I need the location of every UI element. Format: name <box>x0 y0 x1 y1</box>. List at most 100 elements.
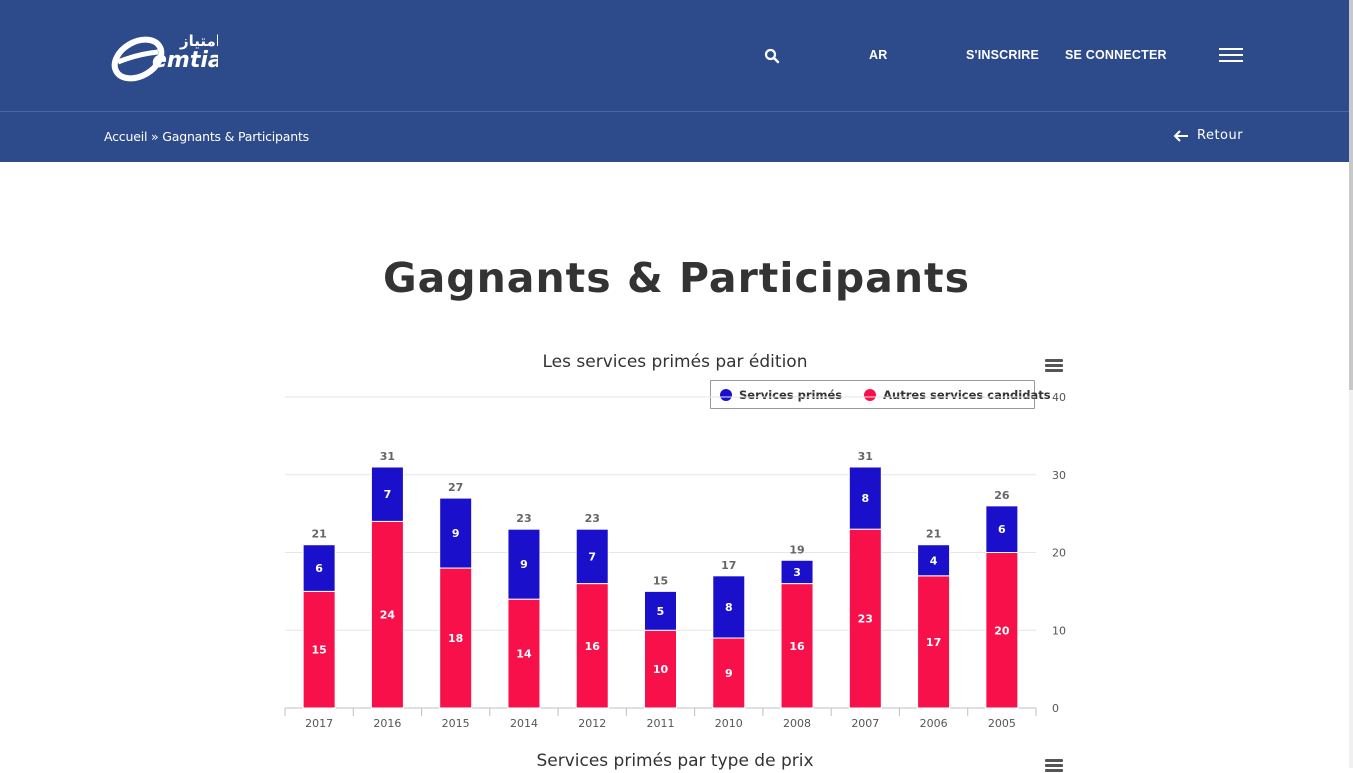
data-label-autres: 9 <box>725 667 733 680</box>
data-label-primes: 6 <box>315 562 323 575</box>
data-label-autres: 20 <box>994 624 1010 637</box>
bar-services-primes <box>780 559 814 585</box>
data-label-primes: 7 <box>588 550 596 563</box>
language-switch-link[interactable]: AR <box>869 48 888 62</box>
x-tick-label: 2006 <box>920 717 948 730</box>
bar-autres-services <box>917 575 951 709</box>
bar-services-primes <box>712 575 746 639</box>
data-label-autres: 14 <box>516 648 532 661</box>
y-tick-label: 10 <box>1052 624 1066 637</box>
data-label-total: 26 <box>994 489 1010 502</box>
back-button[interactable]: Retour <box>1173 128 1243 143</box>
bar-autres-services <box>985 552 1019 709</box>
legend-dot-icon <box>720 388 732 401</box>
x-tick-label: 2007 <box>851 717 879 730</box>
data-label-primes: 9 <box>452 527 460 540</box>
breadcrumb-home-link[interactable]: Accueil <box>104 129 148 144</box>
x-tick-label: 2016 <box>373 717 401 730</box>
bar-services-primes <box>644 590 677 631</box>
login-link[interactable]: SE CONNECTER <box>1065 48 1167 62</box>
data-label-primes: 6 <box>998 523 1006 536</box>
bar-services-primes <box>302 544 336 592</box>
data-label-primes: 9 <box>520 558 528 571</box>
hamburger-menu-icon[interactable] <box>1219 48 1245 65</box>
chart-context-menu-icon[interactable] <box>1045 359 1063 373</box>
data-label-total: 21 <box>926 528 941 541</box>
bar-services-primes <box>848 466 882 530</box>
y-tick-label: 20 <box>1052 547 1066 560</box>
x-tick-label: 2008 <box>783 717 811 730</box>
bar-autres-services <box>712 637 746 709</box>
emtiaz-logo[interactable]: emtiaz امتياز <box>108 24 236 84</box>
chart-legend: Services primés Autres services candidat… <box>710 380 1051 409</box>
data-label-primes: 8 <box>725 601 733 614</box>
bar-autres-services <box>780 583 814 709</box>
bar-autres-services <box>848 528 882 709</box>
x-tick-label: 2017 <box>305 717 333 730</box>
bar-autres-services <box>439 567 473 709</box>
chart-2-context-menu-icon[interactable] <box>1045 759 1063 773</box>
data-label-total: 31 <box>380 450 395 463</box>
data-label-primes: 3 <box>793 566 801 579</box>
data-label-total: 31 <box>858 450 873 463</box>
bar-services-primes <box>439 497 473 569</box>
data-label-autres: 10 <box>653 663 669 676</box>
data-label-primes: 5 <box>657 605 665 618</box>
data-label-autres: 16 <box>789 640 805 653</box>
legend-dot-icon <box>864 388 877 401</box>
bar-autres-services <box>644 629 677 709</box>
breadcrumb-bar <box>0 111 1353 162</box>
y-tick-label: 0 <box>1052 702 1059 715</box>
bar-services-primes <box>575 528 609 585</box>
x-tick-label: 2015 <box>442 717 470 730</box>
bar-autres-services <box>370 520 404 709</box>
chart-2-title: Services primés par type de prix <box>536 751 814 771</box>
data-label-total: 23 <box>516 512 531 525</box>
y-tick-label: 40 <box>1052 391 1066 404</box>
data-label-total: 15 <box>653 574 668 587</box>
top-navigation-bar: emtiaz امتياز AR S'INSCRIRE SE CONNECTER <box>0 0 1353 111</box>
arrow-left-icon <box>1173 129 1188 142</box>
x-tick-label: 2005 <box>988 717 1016 730</box>
bar-autres-services <box>507 598 541 709</box>
legend-label-services-primes: Services primés <box>739 387 843 402</box>
bar-services-primes <box>507 528 541 600</box>
bar-services-primes <box>917 544 951 577</box>
data-label-total: 17 <box>721 559 736 572</box>
logo-text: emtiaz <box>152 48 218 73</box>
x-tick-label: 2011 <box>647 717 675 730</box>
x-tick-label: 2014 <box>510 717 538 730</box>
x-tick-label: 2010 <box>715 717 743 730</box>
legend-label-autres-services: Autres services candidats <box>883 387 1051 402</box>
scrollbar-thumb[interactable] <box>1349 0 1353 390</box>
y-tick-label: 30 <box>1052 469 1066 482</box>
data-label-total: 27 <box>448 481 463 494</box>
chart-1-title: Les services primés par édition <box>542 352 808 372</box>
data-label-autres: 16 <box>585 640 601 653</box>
data-label-autres: 23 <box>858 613 873 626</box>
data-label-autres: 24 <box>380 609 396 622</box>
page-title: Gagnants & Participants <box>382 254 971 302</box>
legend-item-autres-services[interactable]: Autres services candidats <box>864 387 1051 402</box>
data-label-total: 21 <box>311 528 326 541</box>
bar-services-primes <box>370 466 404 522</box>
data-label-total: 23 <box>585 512 600 525</box>
data-label-total: 19 <box>789 543 804 556</box>
data-label-primes: 8 <box>861 492 869 505</box>
legend-item-services-primes[interactable]: Services primés <box>720 388 842 402</box>
search-icon[interactable] <box>764 48 780 64</box>
data-label-autres: 18 <box>448 632 463 645</box>
bar-services-primes <box>985 505 1019 554</box>
bar-autres-services <box>575 583 609 709</box>
data-label-primes: 4 <box>930 554 938 567</box>
register-link[interactable]: S'INSCRIRE <box>966 48 1040 62</box>
data-label-primes: 7 <box>384 488 392 501</box>
breadcrumb: Accueil » Gagnants & Participants <box>104 129 309 144</box>
bar-autres-services <box>302 590 336 709</box>
breadcrumb-current: Gagnants & Participants <box>162 129 309 144</box>
data-label-autres: 15 <box>311 644 326 657</box>
breadcrumb-separator: » <box>151 129 159 144</box>
logo-arabic-text: امتياز <box>179 32 218 50</box>
x-tick-label: 2012 <box>578 717 606 730</box>
page-scrollbar[interactable] <box>1349 0 1353 768</box>
